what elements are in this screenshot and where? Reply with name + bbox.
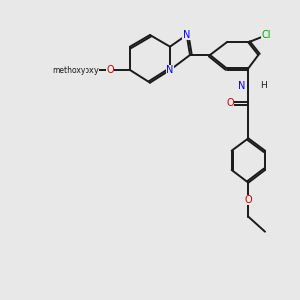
- Text: N: N: [166, 65, 174, 75]
- Text: H: H: [260, 82, 267, 91]
- Text: O: O: [106, 65, 114, 75]
- Text: Cl: Cl: [262, 30, 272, 40]
- Text: N: N: [183, 30, 190, 40]
- Text: methoxy: methoxy: [62, 65, 99, 74]
- Text: O: O: [226, 98, 234, 108]
- Text: methoxy: methoxy: [52, 65, 85, 74]
- Text: O: O: [244, 195, 252, 205]
- Text: N: N: [238, 81, 245, 91]
